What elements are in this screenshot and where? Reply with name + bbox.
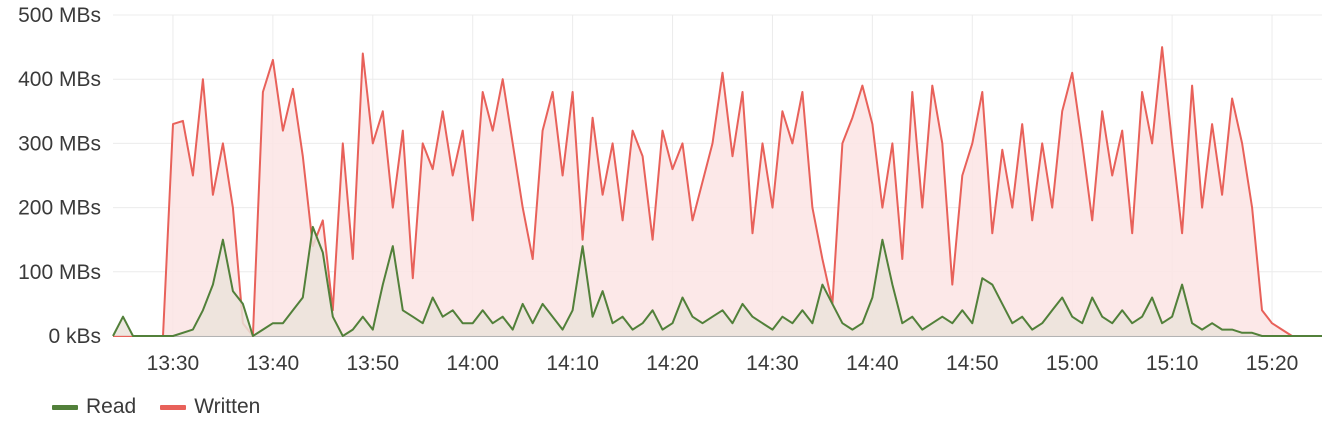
x-tick-label: 15:10	[1146, 352, 1199, 375]
series-layer	[112, 46, 1322, 337]
x-tick-label: 14:50	[946, 352, 999, 375]
legend-label-written: Written	[194, 395, 261, 418]
series-area-written	[113, 47, 1322, 336]
x-tick-label: 14:00	[446, 352, 499, 375]
x-tick-label: 15:00	[1046, 352, 1099, 375]
y-axis: 0 kBs 100 MBs 200 MBs 300 MBs 400 MBs 500 MBs	[18, 4, 101, 348]
series-line-written	[113, 46, 1322, 337]
legend-label-read: Read	[86, 395, 137, 418]
series-line-read	[112, 225, 1322, 337]
io-throughput-chart: 0 kBs 100 MBs 200 MBs 300 MBs 400 MBs 500 MBs…	[18, 4, 1322, 375]
x-tick-label: 14:30	[746, 352, 799, 375]
x-tick-label: 14:10	[546, 352, 599, 375]
x-tick-label: 13:50	[347, 352, 400, 375]
x-tick-label: 14:40	[846, 352, 899, 375]
legend-item-written[interactable]: Written	[160, 395, 260, 419]
x-tick-label: 15:20	[1246, 352, 1299, 375]
y-tick-label: 500 MBs	[18, 4, 101, 27]
x-axis: 13:30 13:40 13:50 14:00 14:10 14:20 14:30 14:40…	[113, 335, 1322, 375]
x-tick-label: 13:40	[247, 352, 300, 375]
legend-item-read[interactable]: Read	[52, 395, 136, 419]
x-tick-label: 13:30	[147, 352, 200, 375]
y-tick-label: 300 MBs	[18, 132, 101, 155]
y-tick-label: 200 MBs	[18, 197, 101, 220]
y-tick-label: 400 MBs	[18, 68, 101, 91]
y-tick-label: 0 kBs	[48, 325, 101, 348]
legend: Read Written	[52, 395, 260, 419]
legend-swatch-written	[160, 404, 187, 410]
y-tick-label: 100 MBs	[18, 261, 101, 284]
x-tick-label: 14:20	[646, 352, 699, 375]
legend-swatch-read	[52, 404, 78, 410]
